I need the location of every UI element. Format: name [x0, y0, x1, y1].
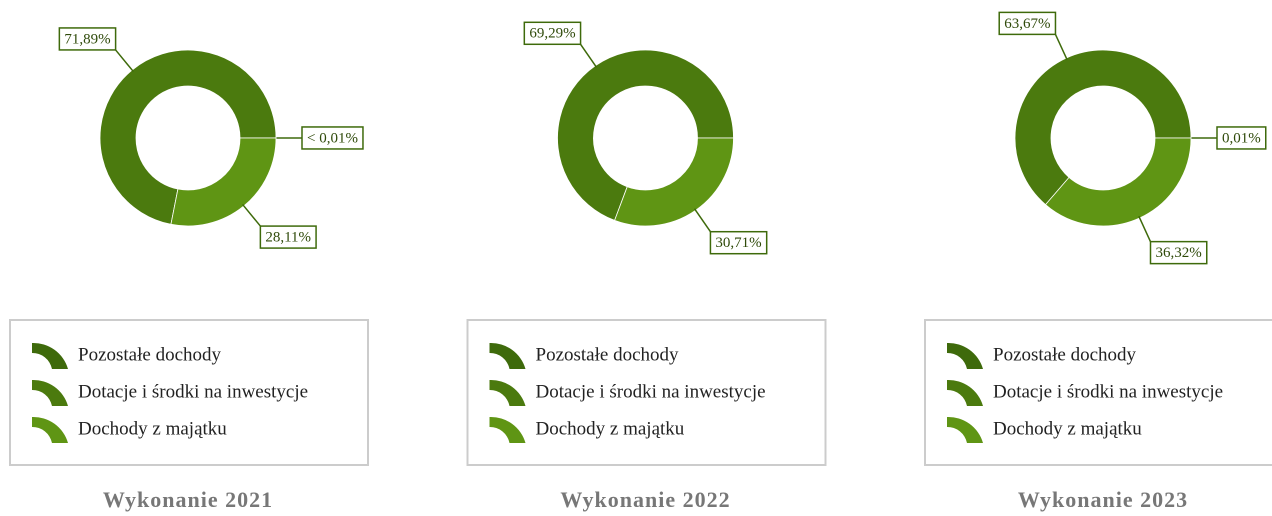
value-label: 63,67%	[1004, 16, 1050, 32]
legend-swatch	[947, 379, 983, 406]
legend-swatch	[489, 379, 526, 406]
leader-line	[1138, 215, 1152, 242]
legend-label: Dotacje i środki na inwestycje	[536, 381, 766, 402]
legend-swatch	[489, 342, 526, 369]
leader-line	[579, 43, 598, 68]
leader-line	[693, 208, 712, 233]
value-label-box	[1149, 240, 1208, 265]
legend-swatch	[32, 379, 68, 406]
slice	[170, 137, 277, 227]
legend-label: Dotacje i środki na inwestycje	[993, 381, 1223, 402]
value-label: 69,29%	[529, 26, 575, 42]
slice	[1014, 49, 1192, 206]
value-label: 71,89%	[64, 31, 110, 47]
legend-label: Dochody z majątku	[993, 418, 1142, 439]
slice	[1044, 137, 1192, 227]
value-label-box	[58, 27, 117, 51]
chart-title: Wykonanie 2023	[1018, 487, 1188, 512]
leader-line	[115, 49, 134, 73]
value-label: 28,11%	[265, 230, 311, 246]
value-label: 0,01%	[1222, 130, 1261, 146]
value-label-box	[709, 230, 768, 255]
legend-swatch	[32, 416, 68, 443]
legend-box	[924, 319, 1272, 466]
legend-swatch	[947, 416, 983, 443]
slice	[99, 49, 277, 225]
legend-label: Pozostałe dochody	[78, 344, 222, 365]
leader-line	[242, 203, 261, 227]
legend-box	[466, 319, 827, 466]
chart-title: Wykonanie 2022	[560, 487, 730, 512]
value-label-box	[523, 21, 582, 46]
value-label: 30,71%	[715, 235, 761, 251]
legend-label: Pozostałe dochody	[993, 344, 1137, 365]
slice	[614, 137, 734, 227]
value-label: < 0,01%	[307, 130, 358, 146]
legend-label: Dochody z majątku	[536, 418, 685, 439]
value-label: 36,32%	[1155, 245, 1201, 261]
value-label-box	[259, 225, 317, 249]
legend-box	[9, 319, 369, 466]
slice	[557, 49, 734, 221]
value-label-box	[1216, 126, 1267, 150]
leader-line	[1054, 34, 1068, 61]
legend-swatch	[489, 416, 526, 443]
legend-swatch	[947, 342, 983, 369]
value-label-box	[998, 11, 1057, 36]
legend-label: Dochody z majątku	[78, 418, 227, 439]
value-label-box	[301, 126, 364, 150]
legend-label: Dotacje i środki na inwestycje	[78, 381, 308, 402]
legend-swatch	[32, 342, 68, 369]
legend-label: Pozostałe dochody	[536, 344, 680, 365]
chart-title: Wykonanie 2021	[103, 487, 273, 512]
